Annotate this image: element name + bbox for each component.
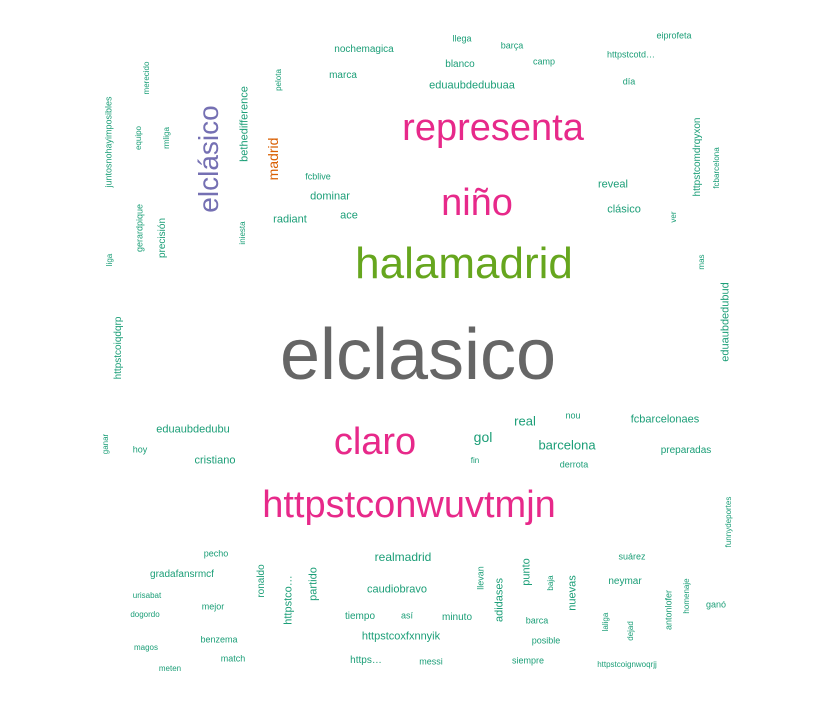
word-derrota: derrota	[559, 459, 589, 470]
word-madrid: madrid	[265, 137, 281, 181]
word-mas: mas	[697, 254, 706, 270]
word-eduaubdedubu: eduaubdedubu	[156, 423, 230, 436]
word-httpstcomdrqyxon: httpstcomdrqyxon	[692, 117, 703, 197]
word-messi: messi	[419, 656, 443, 667]
word-caudiobravo: caudiobravo	[367, 583, 427, 596]
word-dia: día	[622, 76, 636, 87]
word-halamadrid: halamadrid	[355, 239, 573, 288]
word-asi: así	[400, 610, 414, 621]
word-representa: representa	[402, 107, 584, 149]
word-httpstcoignwoqrjj: httpstcoignwoqrjj	[597, 660, 657, 669]
word-iniesta: iniesta	[238, 221, 247, 245]
word-fcblive: fcblive	[305, 171, 331, 182]
word-adidases: adidases	[493, 577, 506, 623]
word-claro: claro	[333, 421, 417, 463]
word-httpstconwuvtmjn: httpstconwuvtmjn	[262, 484, 556, 526]
word-cristiano: cristiano	[194, 454, 236, 467]
word-homenaje: homenaje	[682, 578, 691, 614]
word-pelota: pelota	[274, 69, 283, 91]
word-httpstco: httpstco…	[282, 575, 295, 625]
word-httpstcoxfxnnyik: httpstcoxfxnnyik	[361, 630, 441, 643]
word-ganar: ganar	[101, 433, 110, 455]
word-magos: magos	[133, 643, 159, 652]
word-eduaubdedubuaa: eduaubdedubuaa	[429, 79, 515, 92]
word-llevan: llevan	[475, 566, 486, 590]
word-ace: ace	[340, 209, 358, 222]
word-dejad: dejad	[626, 621, 635, 641]
word-suarez: suárez	[618, 551, 646, 562]
word-bethedifference: bethedifference	[238, 86, 251, 162]
word-elclasico-accent: elclásico	[193, 105, 224, 213]
word-precision: precisión	[157, 217, 168, 259]
word-mejor: mejor	[201, 601, 225, 612]
word-nochemagica: nochemagica	[334, 44, 394, 55]
word-real: real	[514, 413, 536, 429]
word-hoy: hoy	[132, 444, 148, 455]
word-barca: barca	[525, 615, 549, 626]
word-minuto: minuto	[441, 612, 473, 623]
word-urisabat: urisabat	[132, 591, 162, 600]
word-llega: llega	[452, 33, 472, 44]
word-elclasico: elclasico	[279, 315, 557, 395]
word-gano: ganó	[705, 599, 727, 610]
word-nou: nou	[565, 410, 581, 421]
word-partido: partido	[307, 567, 320, 601]
word-antonlofer: antonlofer	[663, 589, 674, 631]
word-reveal: reveal	[598, 178, 628, 191]
word-gradafansrmcf: gradafansrmcf	[150, 569, 214, 580]
word-funnydeportes: funnydeportes	[724, 496, 733, 548]
word-baja: baja	[546, 575, 555, 591]
word-liga: liga	[105, 253, 114, 267]
word-fcbarcelona: fcbarcelona	[712, 147, 721, 189]
word-httpstcoiqdqrp: httpstcoiqdqrp	[113, 316, 124, 380]
word-match: match	[220, 653, 246, 664]
word-eduaubdedubud: eduaubdedubud	[719, 282, 732, 362]
word-laliga: laliga	[601, 612, 610, 632]
word-https: https…	[350, 655, 382, 666]
word-dominar: dominar	[310, 190, 350, 203]
word-preparadas: preparadas	[660, 445, 712, 456]
word-rmliga: rmliga	[162, 127, 171, 149]
word-dogordo: dogordo	[130, 610, 160, 619]
word-barca-cedilla: barça	[500, 40, 524, 51]
word-neymar: neymar	[608, 576, 642, 587]
word-realmadrid: realmadrid	[374, 550, 432, 564]
word-equipo: equipo	[134, 125, 143, 151]
word-httpstcotd: httpstcotd…	[606, 49, 656, 60]
word-merecido: merecido	[142, 61, 151, 95]
word-juntosnohayimposibles: juntosnohayimposibles	[103, 96, 114, 188]
word-ver: ver	[669, 211, 678, 223]
word-camp: camp	[532, 56, 556, 67]
word-benzema: benzema	[200, 634, 238, 645]
word-blanco: blanco	[445, 59, 475, 70]
word-ronaldo: ronaldo	[256, 564, 267, 598]
word-gol: gol	[473, 429, 493, 445]
word-radiant: radiant	[273, 213, 307, 226]
word-eiprofeta: eiprofeta	[656, 30, 692, 41]
word-clasico: clásico	[607, 203, 641, 216]
word-siempre: siempre	[511, 655, 545, 666]
word-punto: punto	[520, 558, 533, 586]
word-fin: fin	[470, 456, 480, 465]
word-nuevas: nuevas	[566, 575, 579, 611]
word-tiempo: tiempo	[344, 611, 376, 622]
word-posible: posible	[531, 635, 561, 646]
word-nino: niño	[441, 182, 513, 224]
word-fcbarcelonaes: fcbarcelonaes	[630, 413, 700, 426]
word-pecho: pecho	[203, 548, 229, 559]
word-marca: marca	[329, 70, 357, 81]
word-gerardpique: gerardpique	[134, 203, 145, 253]
word-meten: meten	[158, 664, 182, 673]
word-barcelona: barcelona	[538, 437, 596, 453]
